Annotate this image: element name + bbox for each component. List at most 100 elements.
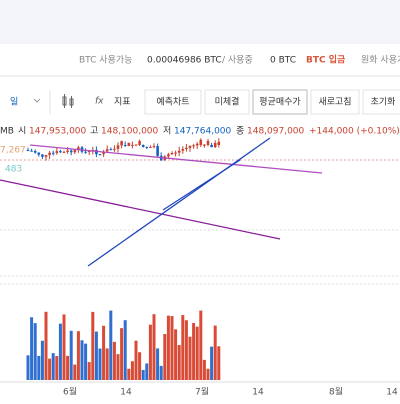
candle-body [195, 143, 199, 146]
candle-body [105, 149, 109, 152]
left-label: 483 [5, 165, 22, 175]
volume-bar [91, 311, 95, 380]
candle-body [145, 146, 149, 148]
toolbar-button[interactable] [144, 89, 202, 115]
toolbar-button-label: 새로고침 [318, 97, 351, 108]
high: 148,100,000 [101, 127, 159, 137]
candle-body [30, 150, 33, 152]
open-label: 시 [18, 126, 26, 137]
candle-body [95, 149, 98, 155]
volume-bar [87, 362, 91, 380]
x-label: 6월 [63, 386, 77, 398]
volume-bar [181, 315, 185, 380]
volume-bar [26, 355, 30, 380]
volume-bar [105, 348, 109, 380]
candle-body [62, 151, 66, 153]
volume [26, 310, 221, 380]
volume-bar [159, 365, 163, 380]
candle-body [33, 151, 37, 153]
candle-body [87, 150, 91, 153]
volume-bar [116, 354, 120, 380]
volume-bar [69, 330, 73, 380]
volume-bar [55, 356, 59, 380]
market: MB [0, 127, 14, 137]
candle-body [134, 144, 138, 146]
x-label: 14 [252, 388, 264, 398]
volume-bar [58, 323, 62, 380]
toolbar-button[interactable] [310, 89, 360, 115]
volume-bar [163, 333, 167, 380]
volume-bar [80, 340, 84, 380]
candle-body [51, 152, 55, 154]
candle-body [188, 145, 192, 148]
top-bar: BTC 사용가능 0.00046986 BTC / 사용중 0 BTC BTC … [79, 54, 400, 66]
candle-body [73, 150, 77, 153]
candle-icon[interactable] [62, 94, 74, 108]
candle-body [26, 150, 30, 151]
volume-bar [174, 329, 178, 380]
volume-bar [210, 346, 214, 380]
candle-body [69, 150, 73, 153]
volume-bar [37, 355, 41, 380]
volume-bar [170, 316, 174, 380]
toolbar-button[interactable] [362, 89, 400, 115]
candle-body [181, 149, 185, 151]
volume-bar [94, 331, 98, 380]
top-gap [0, 0, 400, 44]
toolbar-button[interactable] [252, 89, 308, 115]
x-labels: 6월 14 7월 14 8월 14 [63, 386, 398, 398]
candle-body [59, 151, 62, 153]
volume-bar [44, 311, 48, 380]
candle-body [120, 141, 123, 146]
volume-bar [148, 324, 152, 380]
candle-body [192, 145, 195, 147]
deposit-link[interactable]: BTC 입금 [306, 54, 346, 66]
candle-body [127, 142, 131, 146]
volume-bar [206, 368, 210, 380]
volume-bar [127, 368, 131, 380]
volume-bar [66, 355, 70, 380]
volume-bar [84, 343, 88, 380]
trend-line [0, 179, 281, 240]
volume-bar [202, 359, 206, 380]
toolbar-button[interactable] [204, 89, 250, 115]
low-label: 저 [163, 126, 171, 137]
volume-bar [184, 320, 188, 380]
candle-body [152, 146, 156, 148]
x-label: 14 [120, 388, 132, 398]
volume-bar [166, 315, 170, 380]
in-use-label: / 사용중 [222, 55, 253, 66]
volume-bar [217, 346, 221, 380]
volume-bar [98, 348, 102, 380]
interval[interactable]: 일 [10, 97, 18, 108]
volume-bar [188, 336, 192, 380]
candle-body [48, 152, 51, 156]
indicator[interactable]: 지표 [114, 97, 131, 108]
toolbar-button-label: 미체결 [215, 97, 240, 108]
volume-bar [48, 358, 52, 380]
volume-bar [40, 340, 44, 380]
volume-bar [145, 363, 149, 380]
candle-body [210, 145, 213, 148]
volume-bar [112, 341, 116, 380]
volume-bar [73, 364, 77, 380]
trend-line [162, 159, 241, 211]
volume-bar [199, 310, 203, 380]
volume-bar [102, 325, 106, 380]
volume-bar [51, 353, 55, 380]
candle-body [84, 151, 87, 153]
candle-body [109, 149, 113, 151]
candle-body [102, 151, 105, 155]
x-label: 7월 [195, 386, 209, 398]
candle-body [213, 142, 217, 148]
volume-bar [123, 320, 127, 380]
candle-body [116, 145, 120, 149]
volume-bar [76, 331, 80, 380]
left-label: 7,267 [0, 146, 26, 156]
candle-body [170, 152, 174, 155]
candle-body [55, 151, 59, 153]
volume-bar [195, 326, 199, 380]
volume-bar [177, 345, 181, 380]
trend-line [87, 137, 271, 267]
